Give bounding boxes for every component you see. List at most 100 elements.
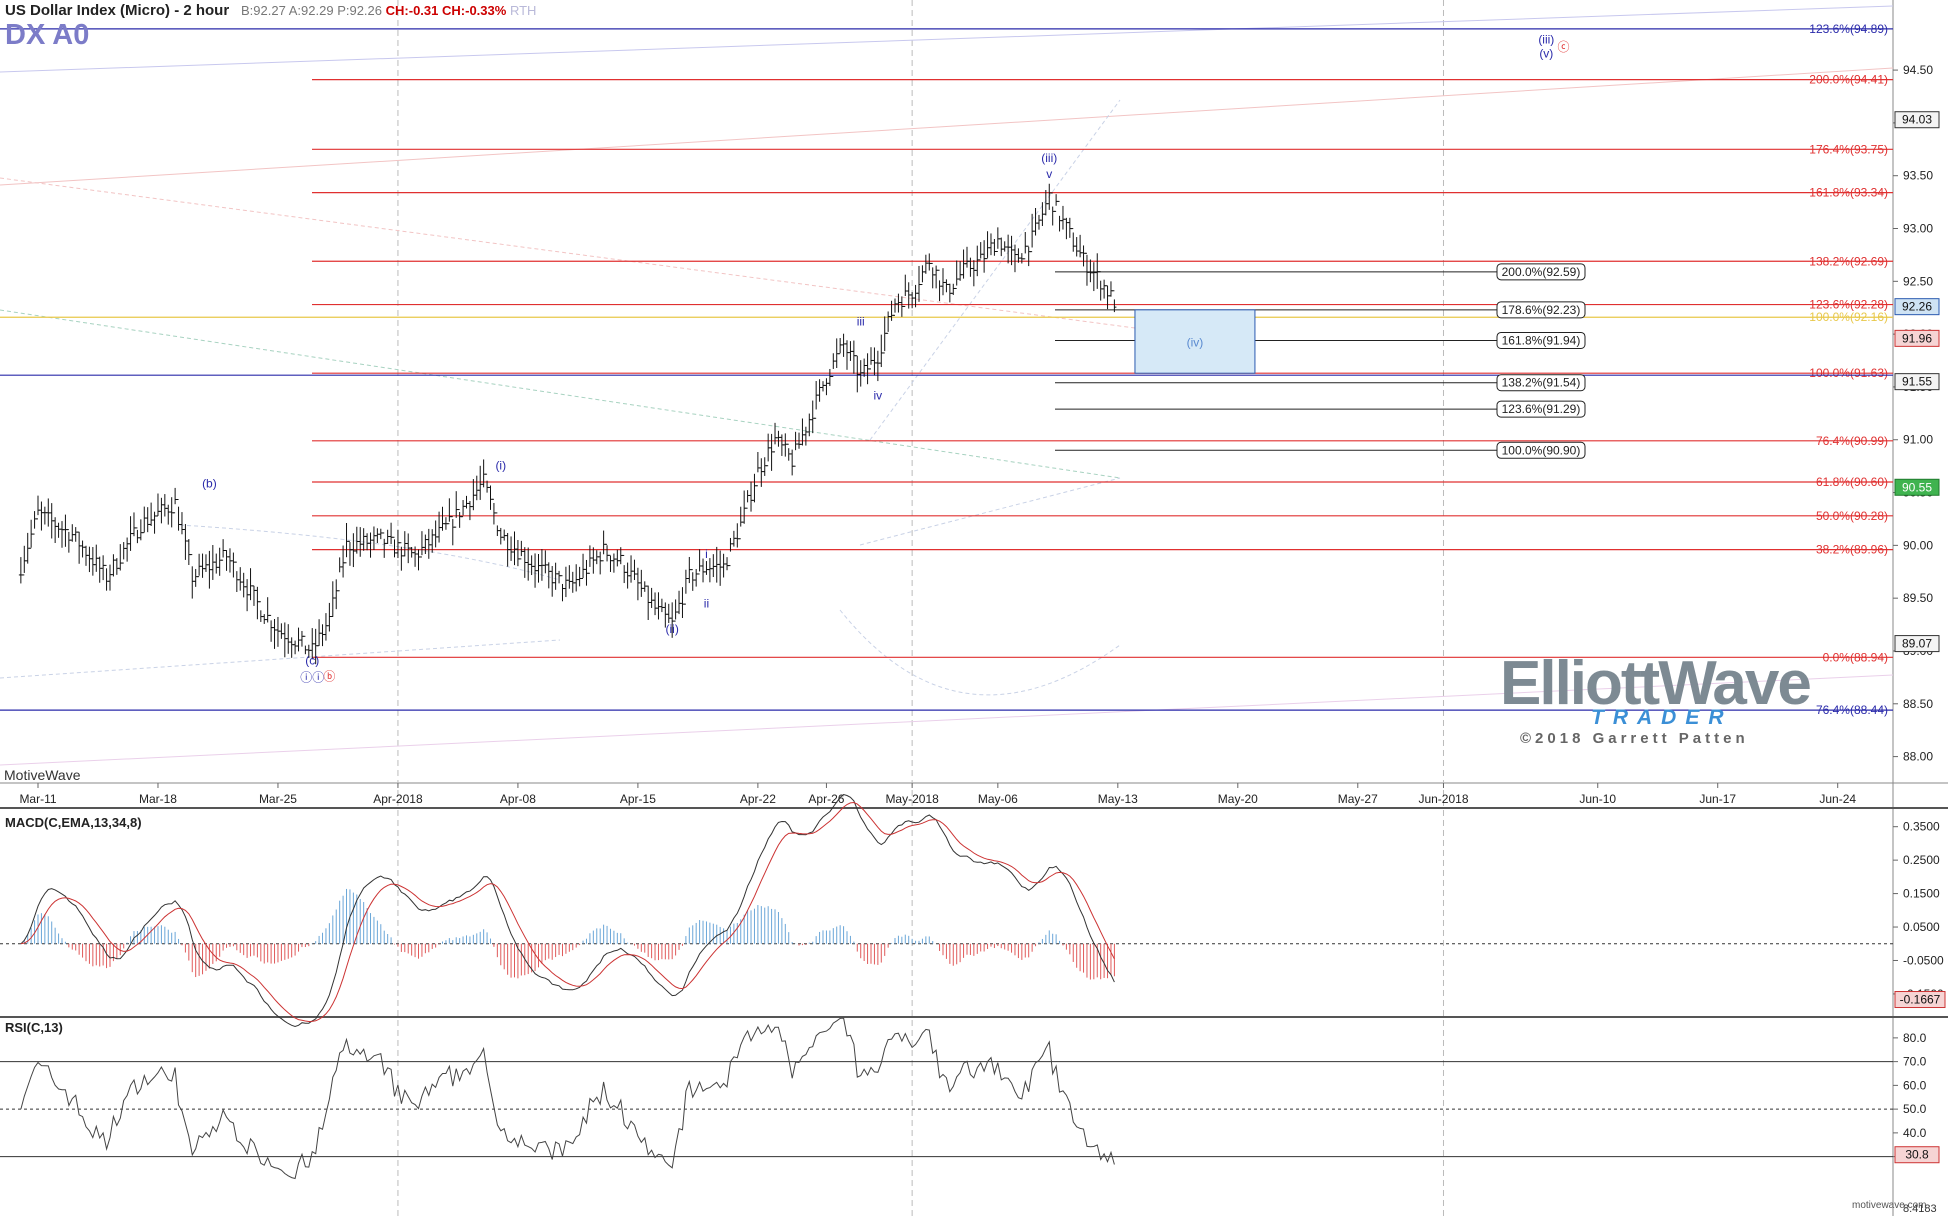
wave-label: (i) <box>495 458 506 472</box>
price-tag: 94.03 <box>1902 113 1932 127</box>
macd-y-label: 0.2500 <box>1903 853 1940 867</box>
quote-bid: B:92.27 <box>241 3 286 18</box>
quote-change-pct: CH:-0.33% <box>442 3 507 18</box>
price-tag: 90.55 <box>1902 480 1932 494</box>
target-zone-box <box>1134 309 1256 374</box>
x-tick-label: Mar-11 <box>19 792 56 806</box>
y-tick-label: 93.50 <box>1903 169 1933 183</box>
logo-sub-text: TRADER <box>1591 706 1733 729</box>
price-tag: 89.07 <box>1902 637 1932 651</box>
fib-label-box <box>1496 374 1586 392</box>
fib-label-red: 0.0%(88.94) <box>1823 650 1888 664</box>
fib-label-box <box>1496 331 1586 349</box>
x-tick-label: Apr-15 <box>620 792 656 806</box>
fib-label-red: 138.2%(92.69) <box>1809 254 1888 268</box>
fib-label-box <box>1496 263 1586 281</box>
x-tick-label: May-2018 <box>885 792 939 806</box>
rsi-y-label: 70.0 <box>1903 1055 1927 1069</box>
session-label: RTH <box>509 3 537 18</box>
x-tick-label: Jun-2018 <box>1418 792 1468 806</box>
bollinger-lower-curve <box>179 524 561 581</box>
target-zone-label: (iv) <box>1187 336 1204 350</box>
macd-last-tag <box>1894 991 1946 1009</box>
trend-line <box>859 477 1121 546</box>
y-tick-label: 92.50 <box>1903 274 1933 288</box>
rsi-y-label: 80.0 <box>1903 1031 1927 1045</box>
y-tick-label: 93.00 <box>1903 222 1933 236</box>
price-tag-box <box>1894 635 1940 653</box>
wave-label: i <box>705 547 708 561</box>
copyright-text: ©2018 Garrett Patten <box>1520 730 1749 747</box>
rsi-last-tag <box>1894 1146 1940 1164</box>
wave-label: (iii) <box>1041 151 1057 165</box>
x-tick-label: Apr-26 <box>808 792 844 806</box>
wave-label: ⓘⓘ <box>300 671 324 685</box>
fib-label-black: 138.2%(91.54) <box>1502 376 1581 390</box>
fib-label-red: 50.0%(90.28) <box>1816 509 1888 523</box>
site-watermark: motivewave.com <box>1852 1200 1927 1211</box>
y-tick-label: 94.50 <box>1903 63 1933 77</box>
price-tag-box <box>1894 373 1940 391</box>
fib-label-red: 161.8%(93.34) <box>1809 186 1888 200</box>
rsi-panel-title: RSI(C,13) <box>5 1020 63 1035</box>
price-tag-box <box>1894 298 1940 316</box>
x-tick-label: Jun-24 <box>1819 792 1856 806</box>
fib-label-box <box>1496 301 1586 319</box>
trend-line <box>0 67 1894 186</box>
x-tick-label: Apr-2018 <box>373 792 423 806</box>
y-tick-label: 90.00 <box>1903 538 1933 552</box>
y-tick-label: 88.50 <box>1903 697 1933 711</box>
trend-line <box>0 5 1894 73</box>
price-bars <box>18 183 1117 665</box>
macd-histogram <box>23 888 1115 980</box>
fib-label-yellow: 100.0%(92.16) <box>1809 310 1888 324</box>
fib-label-red: 176.4%(93.75) <box>1809 142 1888 156</box>
x-tick-label: Jun-17 <box>1699 792 1736 806</box>
x-tick-label: Mar-25 <box>259 792 297 806</box>
rsi-last-value: 30.8 <box>1905 1148 1929 1162</box>
fib-label-black: 100.0%(90.90) <box>1502 443 1581 457</box>
y-tick-label: 91.00 <box>1903 433 1933 447</box>
symbol-label: DX A0 <box>5 19 90 51</box>
wave-label: ii <box>704 597 709 611</box>
fib-label-red: 100.0%(91.63) <box>1809 366 1888 380</box>
wave-label: v <box>1046 167 1052 181</box>
price-tag-box <box>1894 329 1940 347</box>
wave-label: iii <box>857 315 865 329</box>
fib-label-box <box>1496 400 1586 418</box>
chart-title: US Dollar Index (Micro) - 2 hour <box>5 2 230 19</box>
x-tick-label: Jun-10 <box>1579 792 1616 806</box>
fib-label-red: 76.4%(90.99) <box>1816 434 1888 448</box>
price-tag: 92.26 <box>1902 300 1932 314</box>
macd-panel-title: MACD(C,EMA,13,34,8) <box>5 815 142 830</box>
fib-label-red: 200.0%(94.41) <box>1809 73 1888 87</box>
y-tick-label: 89.50 <box>1903 591 1933 605</box>
macd-line <box>20 793 1115 1028</box>
fib-label-black: 123.6%(91.29) <box>1502 402 1581 416</box>
macd-y-label: 0.0500 <box>1903 920 1940 934</box>
x-tick-label: May-27 <box>1338 792 1378 806</box>
macd-signal-line <box>20 801 1115 1023</box>
wave-label: ⓒ <box>1557 40 1569 54</box>
rsi-y-label: 50.0 <box>1903 1102 1927 1116</box>
rsi-low-value: 8.4183 <box>1903 1203 1937 1215</box>
wave-label: (v) <box>1539 46 1553 60</box>
fib-label-blue: 123.6%(94.89) <box>1809 22 1888 36</box>
wave-label: (ii) <box>666 622 679 636</box>
rsi-y-label: 60.0 <box>1903 1078 1927 1092</box>
rsi-line <box>20 1017 1115 1180</box>
logo-brand-text: ElliottWave <box>1500 649 1812 718</box>
quote-bar: B:92.27 A:92.29 P:92.26 CH:-0.31 CH:-0.3… <box>241 3 536 18</box>
macd-y-label: -0.0500 <box>1903 953 1944 967</box>
x-tick-label: Apr-08 <box>500 792 536 806</box>
wave-label: (b) <box>202 476 217 490</box>
trend-line <box>0 639 561 679</box>
quote-price: P:92.26 <box>337 3 383 18</box>
rsi-y-label: 40.0 <box>1903 1126 1927 1140</box>
wave-label: ⓑ <box>323 670 335 684</box>
fib-label-box <box>1496 441 1586 459</box>
macd-last-value: -0.1667 <box>1900 993 1941 1007</box>
fib-label-red: 123.6%(92.28) <box>1809 298 1888 312</box>
